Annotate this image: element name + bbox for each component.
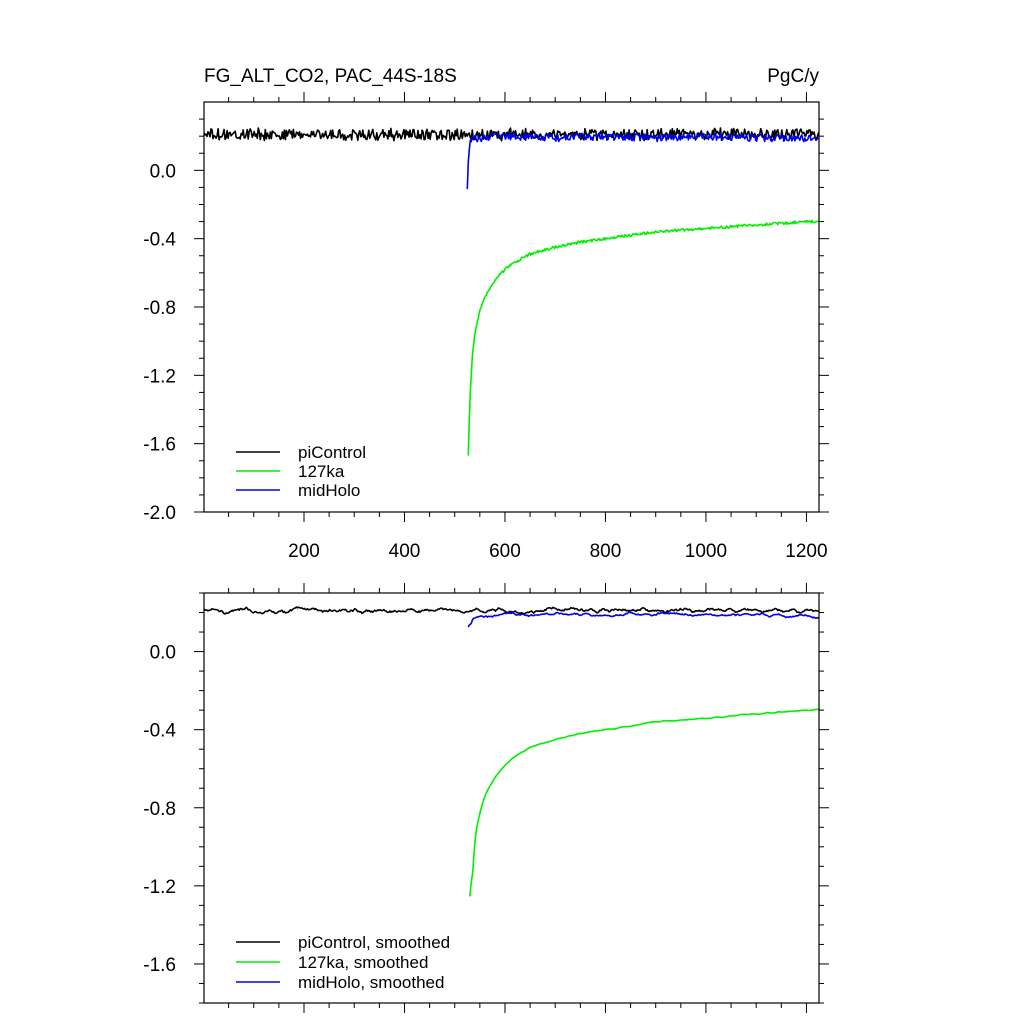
- x-tick-label: 600: [489, 541, 521, 562]
- bottom-chart-series: [203, 606, 820, 897]
- top-chart-frame: [203, 101, 820, 513]
- y-tick-label: -0.4: [143, 721, 176, 742]
- bottom-chart-frame: [203, 592, 820, 1004]
- legend-label: piControl: [298, 443, 366, 462]
- series-line-127ka: [467, 219, 820, 456]
- legend-label: midHolo: [298, 481, 360, 500]
- bottom-chart-axes: 0.0 -0.4 -0.8 -1.2 -1.6: [143, 583, 829, 1013]
- chart-title: FG_ALT_CO2, PAC_44S-18S: [204, 66, 457, 87]
- x-tick-label: 1000: [685, 541, 727, 562]
- y-tick-label: -0.4: [143, 230, 176, 251]
- y-tick-label: 0.0: [150, 643, 176, 664]
- y-tick-label: -0.8: [143, 298, 176, 319]
- bottom-chart-panel: 0.0 -0.4 -0.8 -1.2 -1.6 piControl, smoothed1…: [143, 583, 829, 1013]
- series-line-picontrol-smoothed: [203, 606, 820, 615]
- top-chart-axes: 0.0 -0.4 -0.8 -1.2 -1.6 -2.0 200 400 600 800 1000 1…: [143, 92, 829, 562]
- series-line-midholo-smoothed: [467, 611, 820, 628]
- series-line-127ka-smoothed: [469, 708, 819, 897]
- legend-label: 127ka, smoothed: [298, 953, 428, 972]
- y-tick-label: -1.2: [143, 366, 176, 387]
- legend-label: midHolo, smoothed: [298, 973, 444, 992]
- top-chart-panel: FG_ALT_CO2, PAC_44S-18S PgC/y 0.0 -0.4 -0.…: [143, 66, 829, 562]
- x-tick-label: 1200: [785, 541, 827, 562]
- series-line-midholo: [466, 132, 820, 190]
- y-tick-label: -1.2: [143, 877, 176, 898]
- y-tick-label: -0.8: [143, 799, 176, 820]
- x-tick-label: 800: [590, 541, 622, 562]
- x-tick-label: 400: [389, 541, 421, 562]
- chart-units: PgC/y: [767, 66, 819, 87]
- x-tick-label: 200: [288, 541, 320, 562]
- legend-label: piControl, smoothed: [298, 933, 450, 952]
- y-tick-label: -2.0: [143, 503, 176, 524]
- top-chart-series: [203, 127, 820, 456]
- y-tick-label: -1.6: [143, 435, 176, 456]
- y-tick-label: -1.6: [143, 955, 176, 976]
- y-tick-label: 0.0: [150, 161, 176, 182]
- legend-label: 127ka: [298, 462, 345, 481]
